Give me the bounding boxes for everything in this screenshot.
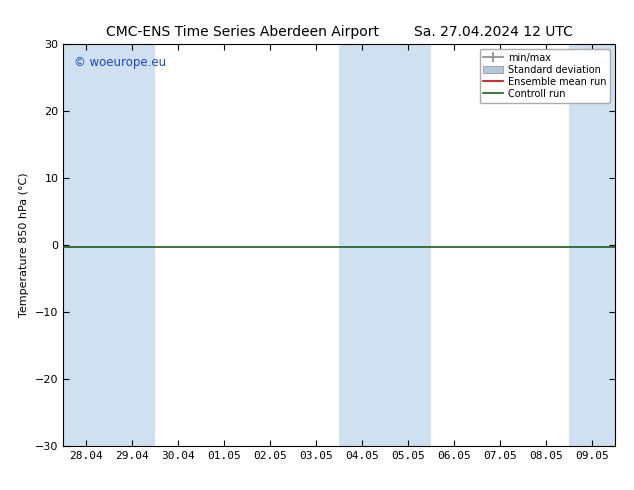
Bar — [339, 44, 385, 446]
Bar — [385, 44, 431, 446]
Bar — [110, 44, 155, 446]
Legend: min/max, Standard deviation, Ensemble mean run, Controll run: min/max, Standard deviation, Ensemble me… — [479, 49, 610, 102]
Bar — [63, 44, 110, 446]
Y-axis label: Temperature 850 hPa (°C): Temperature 850 hPa (°C) — [20, 172, 30, 318]
Text: © woeurope.eu: © woeurope.eu — [74, 56, 167, 69]
Title: CMC-ENS Time Series Aberdeen Airport        Sa. 27.04.2024 12 UTC: CMC-ENS Time Series Aberdeen Airport Sa.… — [106, 25, 573, 39]
Bar — [569, 44, 615, 446]
